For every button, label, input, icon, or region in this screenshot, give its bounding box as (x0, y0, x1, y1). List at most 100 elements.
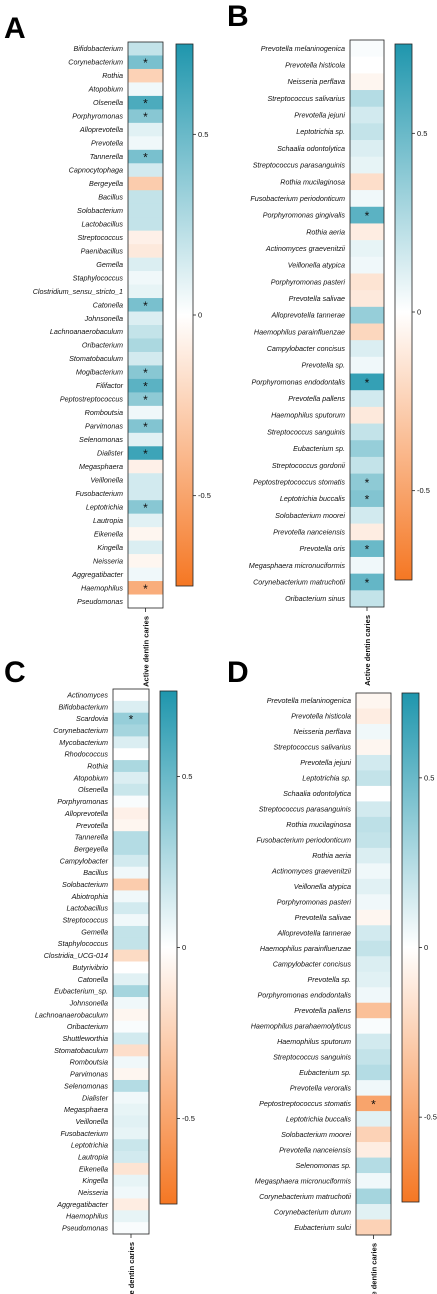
row-label: Romboutsia (85, 408, 123, 417)
row-label: Rothia (87, 762, 108, 771)
heatmap-cell (350, 506, 384, 524)
heatmap-cell (128, 432, 163, 447)
significance-marker: * (365, 576, 370, 590)
row-label: Actinomyces (66, 690, 108, 699)
heatmap-cell (356, 1173, 391, 1189)
heatmap-cell (128, 419, 163, 434)
row-label: Peptostreptococcus stomatis (253, 477, 345, 486)
row-label: Gemella (81, 927, 108, 936)
row-label: Alloprevotella tannerae (270, 311, 345, 320)
heatmap-cell (128, 567, 163, 582)
row-label: Johnsonella (84, 314, 123, 323)
heatmap-cell (128, 82, 163, 97)
row-label: Catonella (93, 300, 123, 309)
heatmap-cell (113, 760, 149, 773)
colorbar-tick-label: 0 (198, 311, 202, 320)
heatmap-cell (356, 739, 391, 756)
heatmap-cell (350, 90, 384, 108)
heatmap-cell (113, 997, 149, 1010)
heatmap-cell (350, 206, 384, 224)
heatmap-cell (350, 123, 384, 141)
row-label: Alloprevotella tannerae (276, 929, 351, 938)
heatmap-cell (128, 311, 163, 326)
heatmap-cell (128, 527, 163, 541)
row-label: Tannerella (75, 833, 108, 842)
row-label: Solobacterium (62, 880, 108, 889)
heatmap-cell (350, 273, 384, 291)
row-label: Prevotella jejuni (300, 758, 351, 767)
heatmap-cell (113, 712, 149, 725)
row-label: Rothia (102, 71, 123, 80)
row-label: Prevotella salivae (295, 913, 351, 922)
heatmap-cell (356, 894, 391, 911)
row-label: Fusobacterium periodonticum (256, 836, 351, 845)
heatmap-cell (356, 1219, 391, 1236)
heatmap-cell (113, 854, 149, 868)
heatmap-cell (128, 325, 163, 339)
heatmap-cell (113, 807, 149, 820)
row-label: Parvimonas (70, 1070, 108, 1079)
heatmap-cell (113, 1044, 149, 1057)
heatmap-cell (113, 795, 149, 808)
row-label: Prevotella oris (299, 544, 345, 553)
heatmap-cell (356, 940, 391, 957)
row-label: Alloprevotella (64, 809, 108, 818)
row-label: Atopobium (88, 85, 123, 94)
row-label: Catonella (78, 975, 108, 984)
colorbar-tick-label: -0.5 (417, 486, 430, 495)
row-label: Rhodococcus (64, 750, 108, 759)
row-label: Lautropia (78, 1152, 108, 1161)
row-label: Schaalia odontolytica (277, 144, 345, 153)
heatmap-cell (356, 971, 391, 988)
heatmap-cell (128, 257, 163, 272)
row-label: Staphylococcus (58, 939, 109, 948)
heatmap-cell (350, 590, 384, 608)
heatmap-cell (113, 1198, 149, 1211)
heatmap-cell (113, 736, 149, 749)
significance-marker: * (143, 110, 148, 124)
row-label: Dialister (97, 449, 124, 458)
row-label: Leptotrichia sp. (296, 127, 345, 136)
heatmap-cell (113, 843, 149, 856)
row-label: Prevotella histicola (285, 61, 345, 70)
heatmap-cell (356, 708, 391, 725)
panel-b: B Prevotella melaninogenica Prevotella his… (227, 0, 430, 686)
row-label: Alloprevotella (79, 125, 123, 134)
heatmap-cell (356, 1142, 391, 1158)
heatmap-cell (356, 1111, 391, 1127)
row-label: Prevotella pallens (288, 394, 345, 403)
heatmap-cell (128, 230, 163, 245)
heatmap-cell (128, 136, 163, 151)
colorbar-tick-label: 0 (182, 943, 186, 952)
heatmap-cell (113, 890, 149, 903)
significance-marker: * (365, 209, 370, 223)
row-label: Gemella (96, 260, 123, 269)
heatmap-cell (128, 378, 163, 393)
significance-marker: * (143, 393, 148, 407)
row-label: Prevotella nanceiensis (273, 527, 345, 536)
heatmap-cell (350, 356, 384, 374)
row-label: Filifactor (96, 381, 124, 390)
heatmap-cell (113, 1020, 149, 1033)
row-label: Streptococcus parasanguinis (253, 161, 346, 170)
heatmap-cell (350, 140, 384, 158)
row-label: Abiotrophia (71, 892, 108, 901)
heatmap-cell (350, 423, 384, 441)
row-label: Actinomyces graevenitzii (271, 867, 351, 876)
heatmap-cell (128, 554, 163, 568)
significance-marker: * (365, 493, 370, 507)
significance-marker: * (143, 97, 148, 111)
heatmap-cell (350, 256, 384, 274)
heatmap-cell (113, 985, 149, 998)
x-axis-label: Active dentin caries (370, 1243, 379, 1294)
row-label: Actinomyces graevenitzii (265, 244, 345, 253)
heatmap-cell (113, 1079, 149, 1093)
row-label: Leptotrichia (71, 1141, 108, 1150)
heatmap-cell (113, 1222, 149, 1235)
heatmap-cell (113, 819, 149, 832)
row-label: Eikenella (94, 529, 123, 538)
colorbar-tick-label: -0.5 (198, 491, 211, 500)
heatmap-cell (128, 298, 163, 312)
heatmap-cell (128, 581, 163, 595)
row-label: Solobacterium (77, 206, 123, 215)
